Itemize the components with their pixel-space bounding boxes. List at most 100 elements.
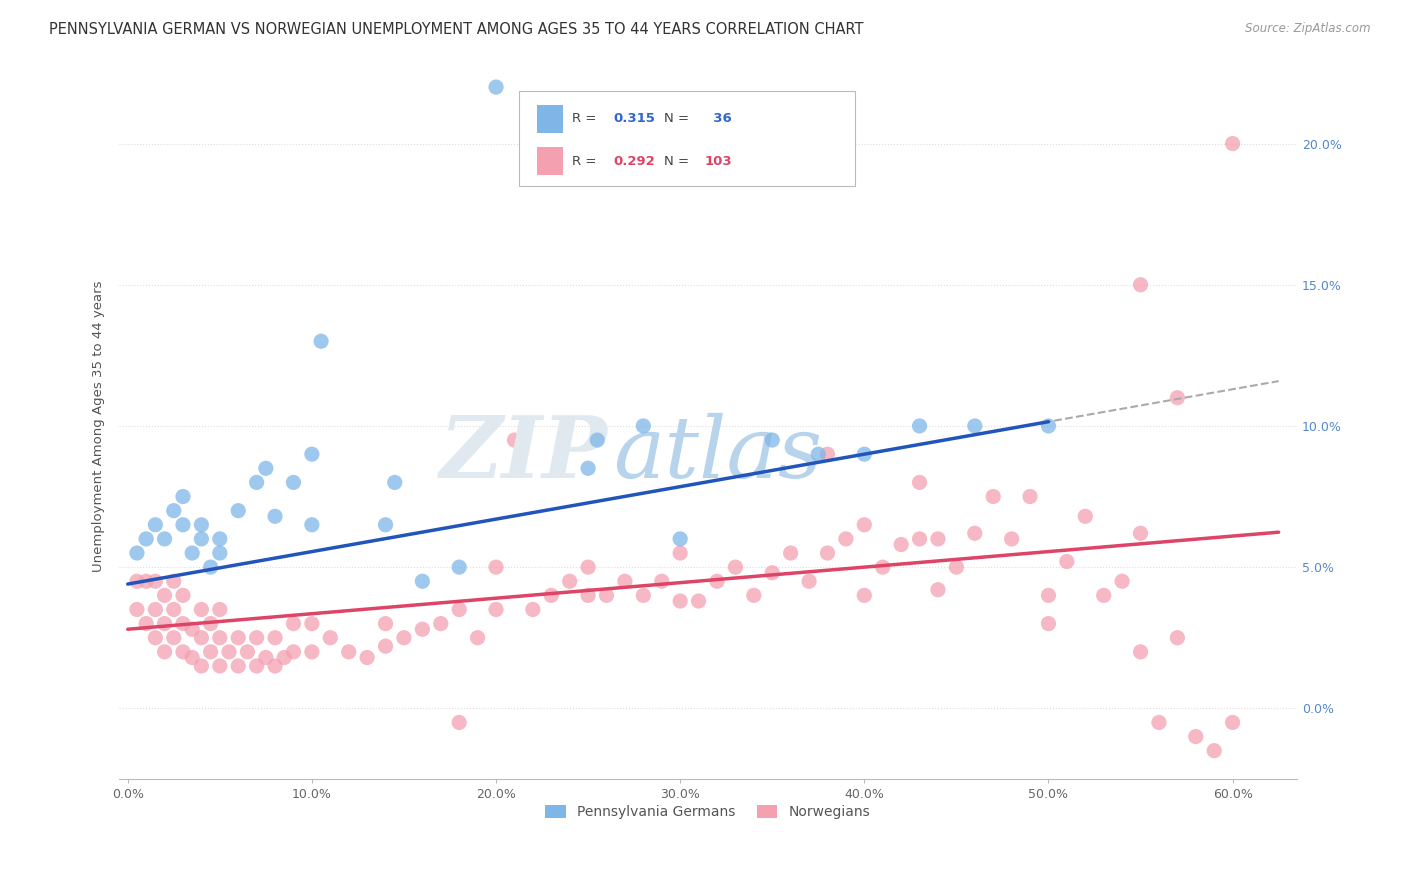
Point	[392, 631, 415, 645]
Point	[1038, 588, 1060, 602]
Point	[163, 574, 186, 589]
Point	[181, 546, 204, 560]
Point	[485, 80, 508, 95]
Text: atlas: atlas	[613, 413, 823, 496]
Point	[218, 645, 240, 659]
Text: Source: ZipAtlas.com: Source: ZipAtlas.com	[1246, 22, 1371, 36]
Point	[522, 602, 544, 616]
Point	[337, 645, 360, 659]
Point	[163, 503, 186, 517]
Point	[633, 419, 655, 434]
Point	[236, 645, 259, 659]
Point	[125, 602, 148, 616]
Point	[1092, 588, 1115, 602]
Point	[1222, 136, 1244, 151]
Point	[485, 560, 508, 574]
Point	[143, 517, 166, 532]
Point	[742, 588, 765, 602]
Point	[384, 475, 406, 490]
Y-axis label: Unemployment Among Ages 35 to 44 years: Unemployment Among Ages 35 to 44 years	[93, 280, 105, 572]
Point	[208, 546, 231, 560]
Point	[356, 650, 378, 665]
Point	[429, 616, 451, 631]
Point	[301, 447, 323, 461]
Point	[449, 715, 471, 730]
Point	[246, 475, 269, 490]
Point	[927, 532, 949, 546]
Point	[301, 616, 323, 631]
Point	[908, 475, 931, 490]
Point	[1129, 277, 1152, 292]
Point	[1074, 509, 1097, 524]
Point	[1129, 645, 1152, 659]
Point	[1001, 532, 1024, 546]
Point	[669, 594, 692, 608]
Point	[283, 616, 305, 631]
Point	[927, 582, 949, 597]
Point	[467, 631, 489, 645]
Point	[283, 475, 305, 490]
Point	[853, 588, 876, 602]
Point	[1147, 715, 1170, 730]
Point	[1184, 730, 1206, 744]
Point	[1166, 631, 1188, 645]
Point	[613, 574, 636, 589]
Point	[724, 560, 747, 574]
Point	[503, 433, 526, 447]
Text: PENNSYLVANIA GERMAN VS NORWEGIAN UNEMPLOYMENT AMONG AGES 35 TO 44 YEARS CORRELAT: PENNSYLVANIA GERMAN VS NORWEGIAN UNEMPLO…	[49, 22, 863, 37]
Point	[153, 645, 176, 659]
Point	[190, 532, 212, 546]
Point	[153, 588, 176, 602]
Point	[595, 588, 617, 602]
Point	[301, 645, 323, 659]
Text: N =: N =	[664, 154, 693, 168]
Point	[411, 574, 433, 589]
Text: 0.315: 0.315	[613, 112, 655, 126]
Point	[273, 650, 295, 665]
Point	[254, 461, 277, 475]
Text: 103: 103	[704, 154, 733, 168]
FancyBboxPatch shape	[537, 104, 562, 133]
Point	[1204, 744, 1226, 758]
Point	[411, 622, 433, 636]
Point	[981, 490, 1004, 504]
Point	[226, 659, 249, 673]
Point	[226, 631, 249, 645]
Point	[200, 645, 222, 659]
Point	[1222, 715, 1244, 730]
Point	[576, 560, 599, 574]
Point	[669, 532, 692, 546]
Point	[190, 602, 212, 616]
Point	[208, 631, 231, 645]
Point	[872, 560, 894, 574]
Point	[908, 419, 931, 434]
Point	[374, 639, 396, 653]
Text: 36: 36	[704, 112, 733, 126]
Point	[135, 574, 157, 589]
Point	[153, 616, 176, 631]
Point	[797, 574, 820, 589]
Point	[254, 650, 277, 665]
Point	[143, 574, 166, 589]
Point	[807, 447, 830, 461]
Point	[835, 532, 858, 546]
Point	[163, 631, 186, 645]
Point	[181, 650, 204, 665]
Point	[264, 509, 287, 524]
Point	[309, 334, 332, 349]
Point	[963, 526, 986, 541]
Point	[125, 574, 148, 589]
Point	[163, 602, 186, 616]
Point	[817, 546, 839, 560]
Point	[190, 659, 212, 673]
Point	[817, 447, 839, 461]
Point	[143, 602, 166, 616]
Point	[761, 433, 783, 447]
Point	[890, 537, 912, 551]
Point	[283, 645, 305, 659]
Text: N =: N =	[664, 112, 693, 126]
Legend: Pennsylvania Germans, Norwegians: Pennsylvania Germans, Norwegians	[540, 800, 876, 825]
Point	[576, 588, 599, 602]
Point	[135, 616, 157, 631]
Point	[540, 588, 562, 602]
